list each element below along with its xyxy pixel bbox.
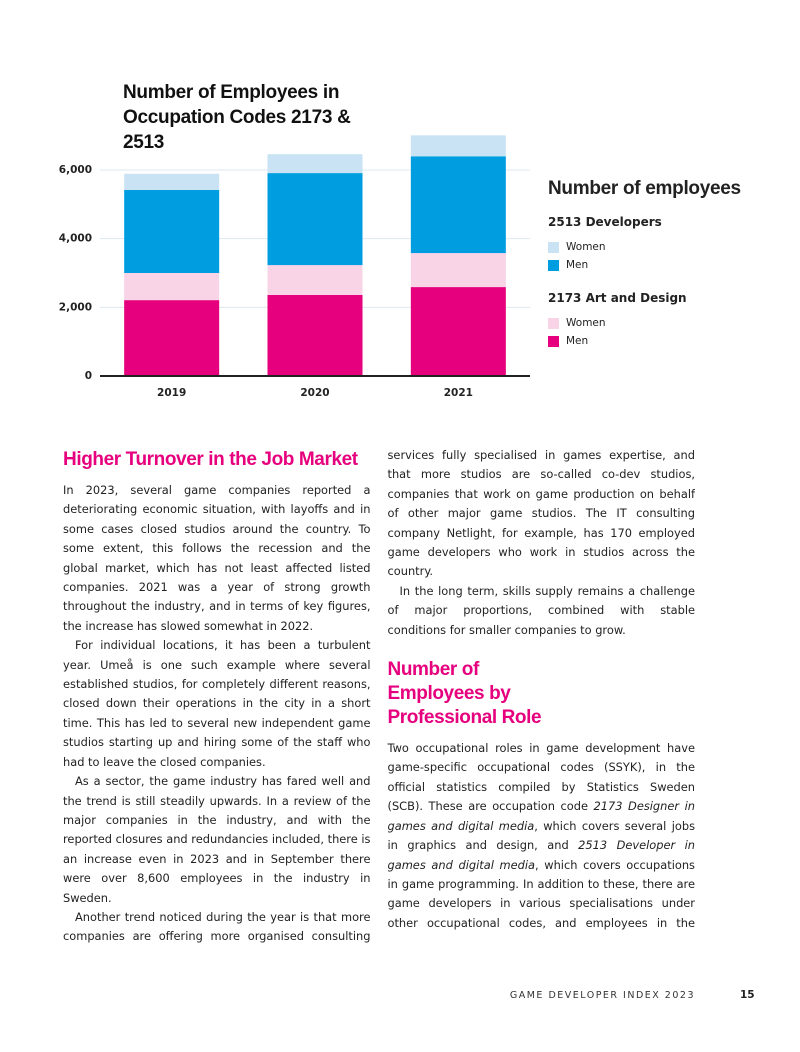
text-run: , which covers occupations in game progr… — [387, 857, 696, 930]
section-heading: Number of Employees by Professional Role — [387, 659, 542, 729]
chart: 2019 2020 2021 0 2,000 4,000 6,000 — [59, 135, 530, 399]
article: Higher Turnover in the Job Market In 2023… — [63, 446, 695, 951]
text-run: , which covers several jobs in graphics … — [387, 818, 696, 853]
legend-entry: Women — [548, 238, 788, 256]
bar-segment — [124, 273, 220, 301]
chart-title: Number of Employees in Occupation Codes … — [123, 82, 351, 153]
bar-segment — [124, 173, 220, 190]
bar-segment — [410, 253, 506, 288]
paragraph: As a sector, the game industry has fared… — [63, 774, 371, 905]
bar-segment — [410, 135, 506, 157]
bar-segment — [267, 154, 363, 174]
bar-segment — [124, 189, 220, 273]
page-number: 15 — [740, 989, 755, 1001]
legend-label: Women — [566, 317, 606, 329]
legend-label: Women — [566, 241, 606, 253]
footer-publication: GAME DEVELOPER INDEX 2023 — [509, 990, 695, 1001]
legend: Number of employees 2513 Developers Women… — [548, 176, 788, 350]
x-tick-label: 2021 — [444, 387, 473, 399]
x-tick-label: 2019 — [157, 387, 186, 399]
legend-entry: Men — [548, 332, 788, 350]
y-tick-label: 0 — [85, 370, 92, 382]
legend-swatch — [548, 335, 559, 347]
bar-segment — [410, 287, 506, 376]
legend-spacer — [548, 274, 788, 288]
paragraph: In 2023, several game companies reported… — [63, 483, 371, 633]
legend-label: Men — [566, 335, 589, 347]
bar-segment — [124, 300, 220, 376]
bar-segment — [410, 156, 506, 254]
bar-segment — [267, 265, 363, 295]
paragraph: Another trend noticed during the year is… — [63, 448, 695, 944]
legend-label: Men — [566, 259, 589, 271]
y-tick-label: 2,000 — [59, 301, 92, 313]
y-tick-label: 6,000 — [59, 164, 92, 176]
text-run: Two occupational roles in game developme… — [387, 741, 696, 814]
legend-title: Number of employees — [548, 178, 741, 199]
y-tick-label: 4,000 — [59, 233, 92, 245]
legend-swatch — [548, 259, 559, 271]
section-heading: Higher Turnover in the Job Market — [63, 449, 358, 470]
legend-swatch — [548, 317, 559, 329]
bar-segment — [267, 294, 363, 376]
text-run-italic: 2173 Designer in games and digital media — [387, 799, 696, 833]
x-tick-label: 2020 — [300, 387, 329, 399]
paragraph: Two occupational roles in game developme… — [388, 446, 696, 951]
legend-group-title: 2173 Art and Design — [548, 291, 687, 305]
legend-entry: Men — [548, 256, 788, 274]
paragraph: For individual locations, it has been a … — [63, 638, 371, 769]
text-run-italic: 2513 Developer in games and digital medi… — [387, 838, 696, 872]
legend-group-title: 2513 Developers — [548, 215, 662, 229]
legend-swatch — [548, 241, 559, 253]
legend-entry: Women — [548, 314, 788, 332]
bar-segment — [267, 173, 363, 266]
paragraph: In the long term, skills supply remains … — [387, 583, 696, 637]
